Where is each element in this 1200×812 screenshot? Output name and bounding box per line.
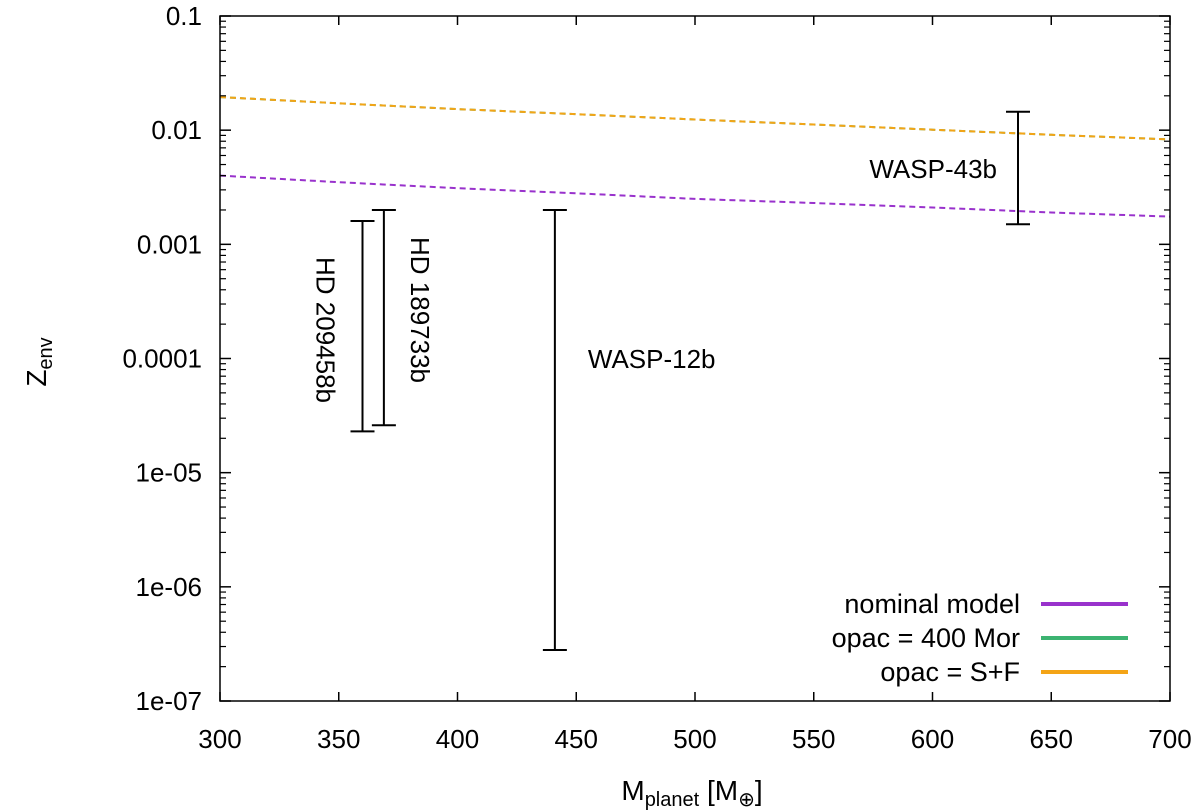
annotation-hd-209458b: HD 209458b xyxy=(311,257,341,403)
y-tick-label: 0.1 xyxy=(166,1,202,31)
x-tick-label: 600 xyxy=(911,724,954,754)
x-tick-label: 550 xyxy=(792,724,835,754)
x-tick-label: 650 xyxy=(1030,724,1073,754)
series-line-opac-400-mor xyxy=(219,96,1171,141)
legend-label-opac-400-mor: opac = 400 Mor xyxy=(832,623,1020,653)
y-axis-label: Zenv xyxy=(21,337,57,386)
x-axis-label: Mplanet [M⊕] xyxy=(621,775,762,811)
plot-frame xyxy=(219,15,1171,702)
x-tick-label: 300 xyxy=(198,724,241,754)
y-tick-label: 1e-05 xyxy=(136,458,203,488)
y-tick-label: 1e-07 xyxy=(136,686,203,716)
annotation-hd-189733b: HD 189733b xyxy=(405,237,435,383)
x-tick-label: 350 xyxy=(317,724,360,754)
x-tick-label: 400 xyxy=(436,724,479,754)
legend-label-nominal-model: nominal model xyxy=(844,589,1020,619)
legend-label-opac-s-f: opac = S+F xyxy=(880,657,1020,687)
annotation-wasp-43b: WASP-43b xyxy=(869,154,997,184)
x-tick-label: 700 xyxy=(1148,724,1191,754)
y-tick-label: 0.001 xyxy=(137,229,202,259)
y-tick-label: 1e-06 xyxy=(136,572,203,602)
series-layer xyxy=(219,96,1171,218)
series-line-nominal-model xyxy=(219,174,1171,218)
series-line-opac-s-f xyxy=(219,96,1171,141)
x-tick-label: 500 xyxy=(673,724,716,754)
y-tick-label: 0.0001 xyxy=(122,344,202,374)
y-tick-label: 0.01 xyxy=(151,115,202,145)
legend: nominal model opac = 400 Mor opac = S+F xyxy=(832,589,1128,687)
annotation-wasp-12b: WASP-12b xyxy=(588,344,716,374)
axis-ticks: 300 350 400 450 500 550 600 650 700 1e-07 1e-06 1e-… xyxy=(122,1,1191,754)
x-tick-label: 450 xyxy=(555,724,598,754)
error-bars xyxy=(350,110,1030,651)
